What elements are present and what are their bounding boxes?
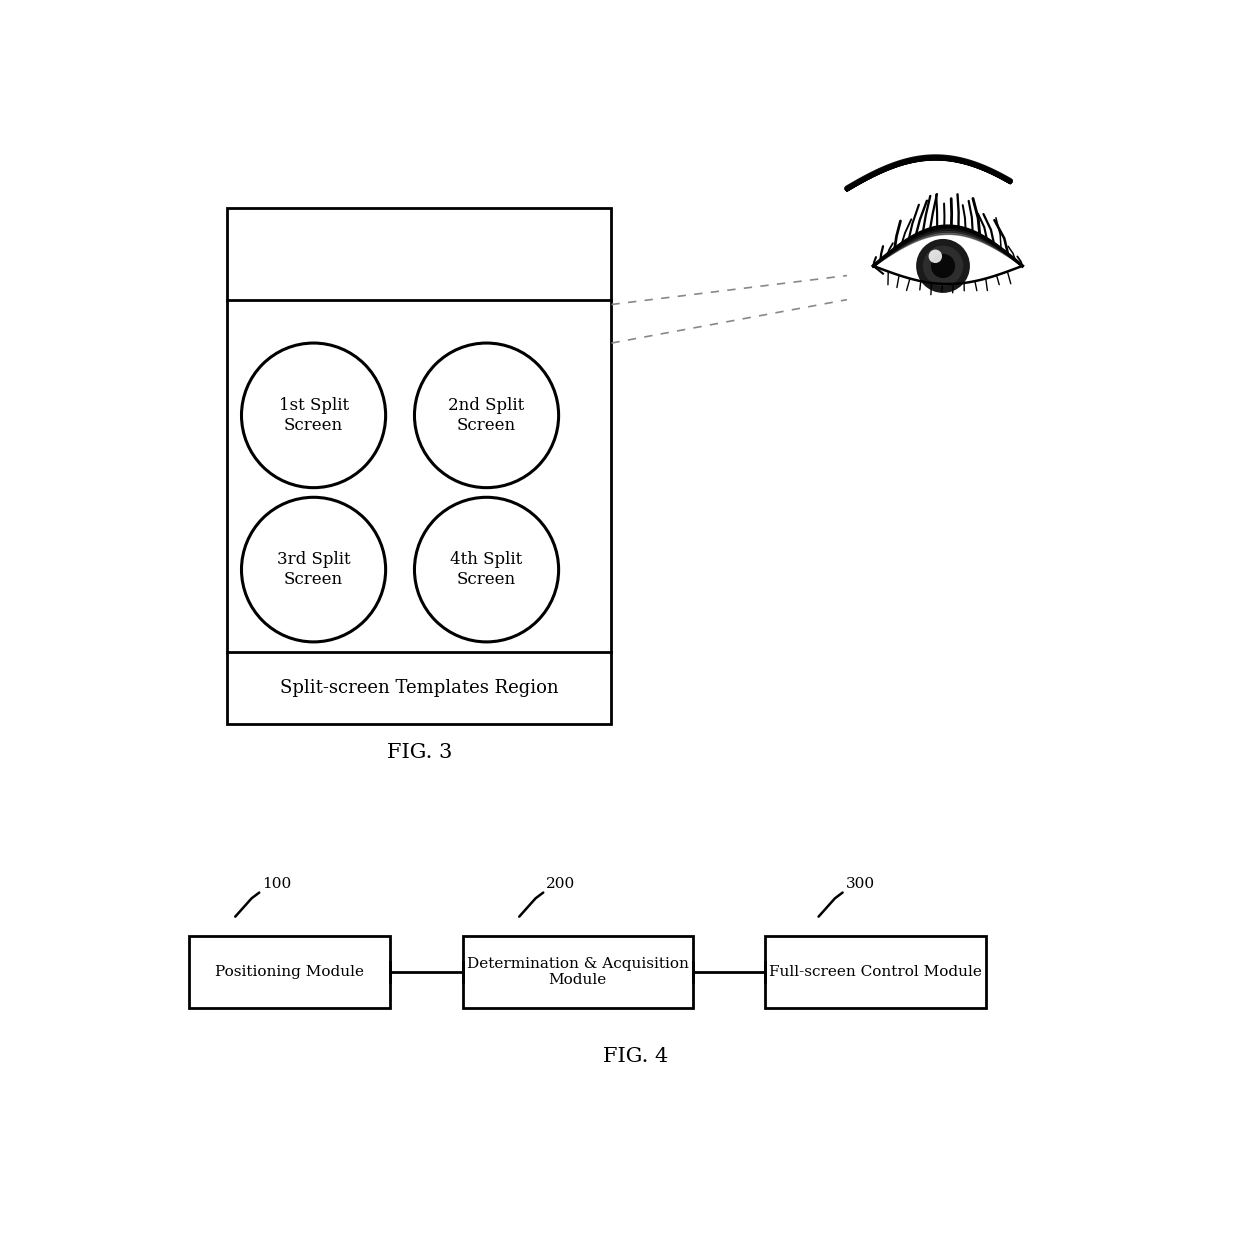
Ellipse shape [873,230,1022,302]
Text: 4th Split
Screen: 4th Split Screen [450,551,523,588]
Text: Positioning Module: Positioning Module [215,965,365,979]
Circle shape [414,343,558,488]
Text: 2nd Split
Screen: 2nd Split Screen [449,397,525,433]
Text: 3rd Split
Screen: 3rd Split Screen [277,551,351,588]
Circle shape [923,245,963,287]
Bar [188,936,391,1008]
Circle shape [916,239,970,293]
Bar [765,936,986,1008]
Text: 1st Split
Screen: 1st Split Screen [279,397,348,433]
Bar [227,208,611,724]
Text: FIG. 3: FIG. 3 [387,744,451,762]
Text: Split-screen Templates Region: Split-screen Templates Region [280,679,558,696]
Circle shape [242,343,386,488]
Text: 200: 200 [546,876,575,890]
Circle shape [414,497,558,642]
Circle shape [242,497,386,642]
Circle shape [931,254,955,278]
Text: Determination & Acquisition
Module: Determination & Acquisition Module [467,957,688,987]
Text: 300: 300 [846,876,874,890]
Bar [463,936,693,1008]
Text: FIG. 4: FIG. 4 [603,1047,668,1065]
Circle shape [929,249,942,263]
Text: 100: 100 [262,876,291,890]
Text: Full-screen Control Module: Full-screen Control Module [769,965,982,979]
